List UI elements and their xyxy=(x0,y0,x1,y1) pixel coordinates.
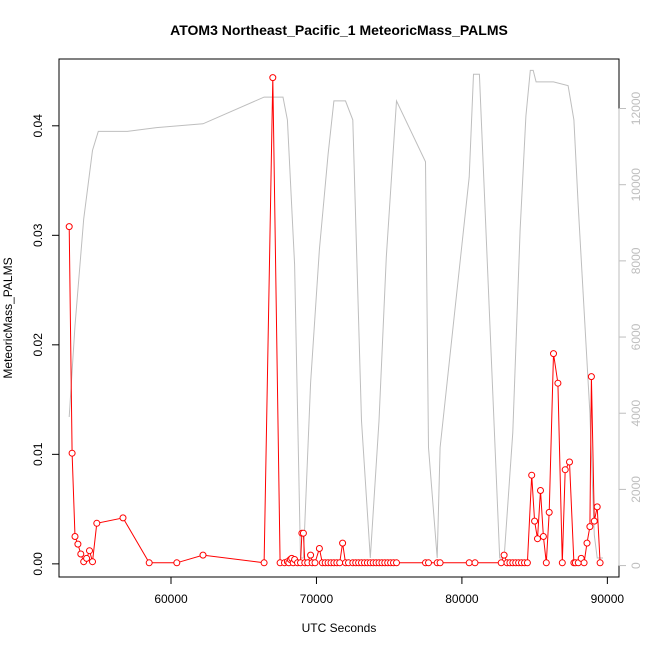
data-point xyxy=(534,535,541,543)
data-point xyxy=(74,540,82,548)
data-point xyxy=(497,559,505,567)
x-tick-label: 70000 xyxy=(300,592,334,606)
data-point xyxy=(339,539,347,547)
y2-tick-label: 0 xyxy=(629,562,643,569)
data-point xyxy=(65,223,73,231)
data-point xyxy=(580,559,588,567)
data-point xyxy=(500,551,508,559)
y2-tick-label: 4000 xyxy=(629,400,643,427)
y-tick-label: 0.01 xyxy=(31,442,45,466)
data-point xyxy=(68,449,76,457)
data-point xyxy=(145,559,153,567)
data-point xyxy=(315,545,323,552)
data-point xyxy=(596,559,604,567)
y-tick-label: 0.02 xyxy=(31,333,45,357)
y2-tick-label: 12000 xyxy=(629,91,643,125)
data-point xyxy=(311,559,319,567)
y-axis-left: 0.00 0.01 0.02 0.03 0.04 xyxy=(31,114,60,576)
data-point xyxy=(465,559,473,567)
data-point xyxy=(545,508,553,516)
data-point xyxy=(299,529,307,537)
y2-tick-label: 2000 xyxy=(629,476,643,503)
data-point xyxy=(554,379,562,387)
data-point xyxy=(566,458,573,466)
x-axis: 60000 70000 80000 90000 xyxy=(154,576,625,606)
series-line-right xyxy=(68,69,603,559)
data-point xyxy=(425,559,432,567)
y2-tick-label: 10000 xyxy=(629,168,643,202)
data-point xyxy=(587,373,595,381)
data-point xyxy=(199,551,207,559)
y-axis-label: MeteoricMass_PALMS xyxy=(1,257,15,378)
data-point xyxy=(542,559,550,567)
left-axis-marker-series xyxy=(65,74,604,567)
data-point xyxy=(550,350,557,358)
right-axis-line-series xyxy=(68,69,603,559)
data-point xyxy=(307,551,315,559)
data-point xyxy=(436,559,444,567)
data-point xyxy=(561,466,569,474)
y-axis-right: 0 2000 4000 6000 8000 10000 12000 xyxy=(618,91,643,569)
data-point xyxy=(558,559,566,567)
data-point xyxy=(86,547,93,555)
data-point xyxy=(471,559,479,567)
chart-title: ATOM3 Northeast_Pacific_1 MeteoricMass_P… xyxy=(170,22,508,38)
y2-tick-label: 6000 xyxy=(629,323,643,350)
data-point xyxy=(583,539,591,547)
data-point xyxy=(531,517,539,525)
data-point xyxy=(593,503,601,511)
data-point xyxy=(528,471,536,479)
data-point xyxy=(269,74,277,82)
x-tick-label: 60000 xyxy=(154,592,188,606)
data-point xyxy=(523,559,531,567)
y2-tick-label: 8000 xyxy=(629,247,643,274)
data-point xyxy=(260,559,268,567)
data-point xyxy=(393,559,400,567)
data-point xyxy=(77,550,85,558)
x-tick-label: 90000 xyxy=(591,592,625,606)
y-tick-label: 0.03 xyxy=(31,223,45,247)
data-point xyxy=(336,559,344,567)
data-point xyxy=(590,517,598,525)
data-point xyxy=(71,533,79,540)
data-point xyxy=(83,554,91,562)
y-tick-label: 0.00 xyxy=(31,552,45,576)
data-point xyxy=(119,514,127,522)
x-axis-label: UTC Seconds xyxy=(302,621,377,635)
data-point xyxy=(89,558,96,566)
x-tick-label: 80000 xyxy=(445,592,479,606)
data-point xyxy=(93,519,101,527)
data-point xyxy=(539,533,547,540)
y-tick-label: 0.04 xyxy=(31,114,45,138)
data-point xyxy=(537,487,544,494)
data-point xyxy=(586,523,594,531)
data-point xyxy=(173,559,181,567)
